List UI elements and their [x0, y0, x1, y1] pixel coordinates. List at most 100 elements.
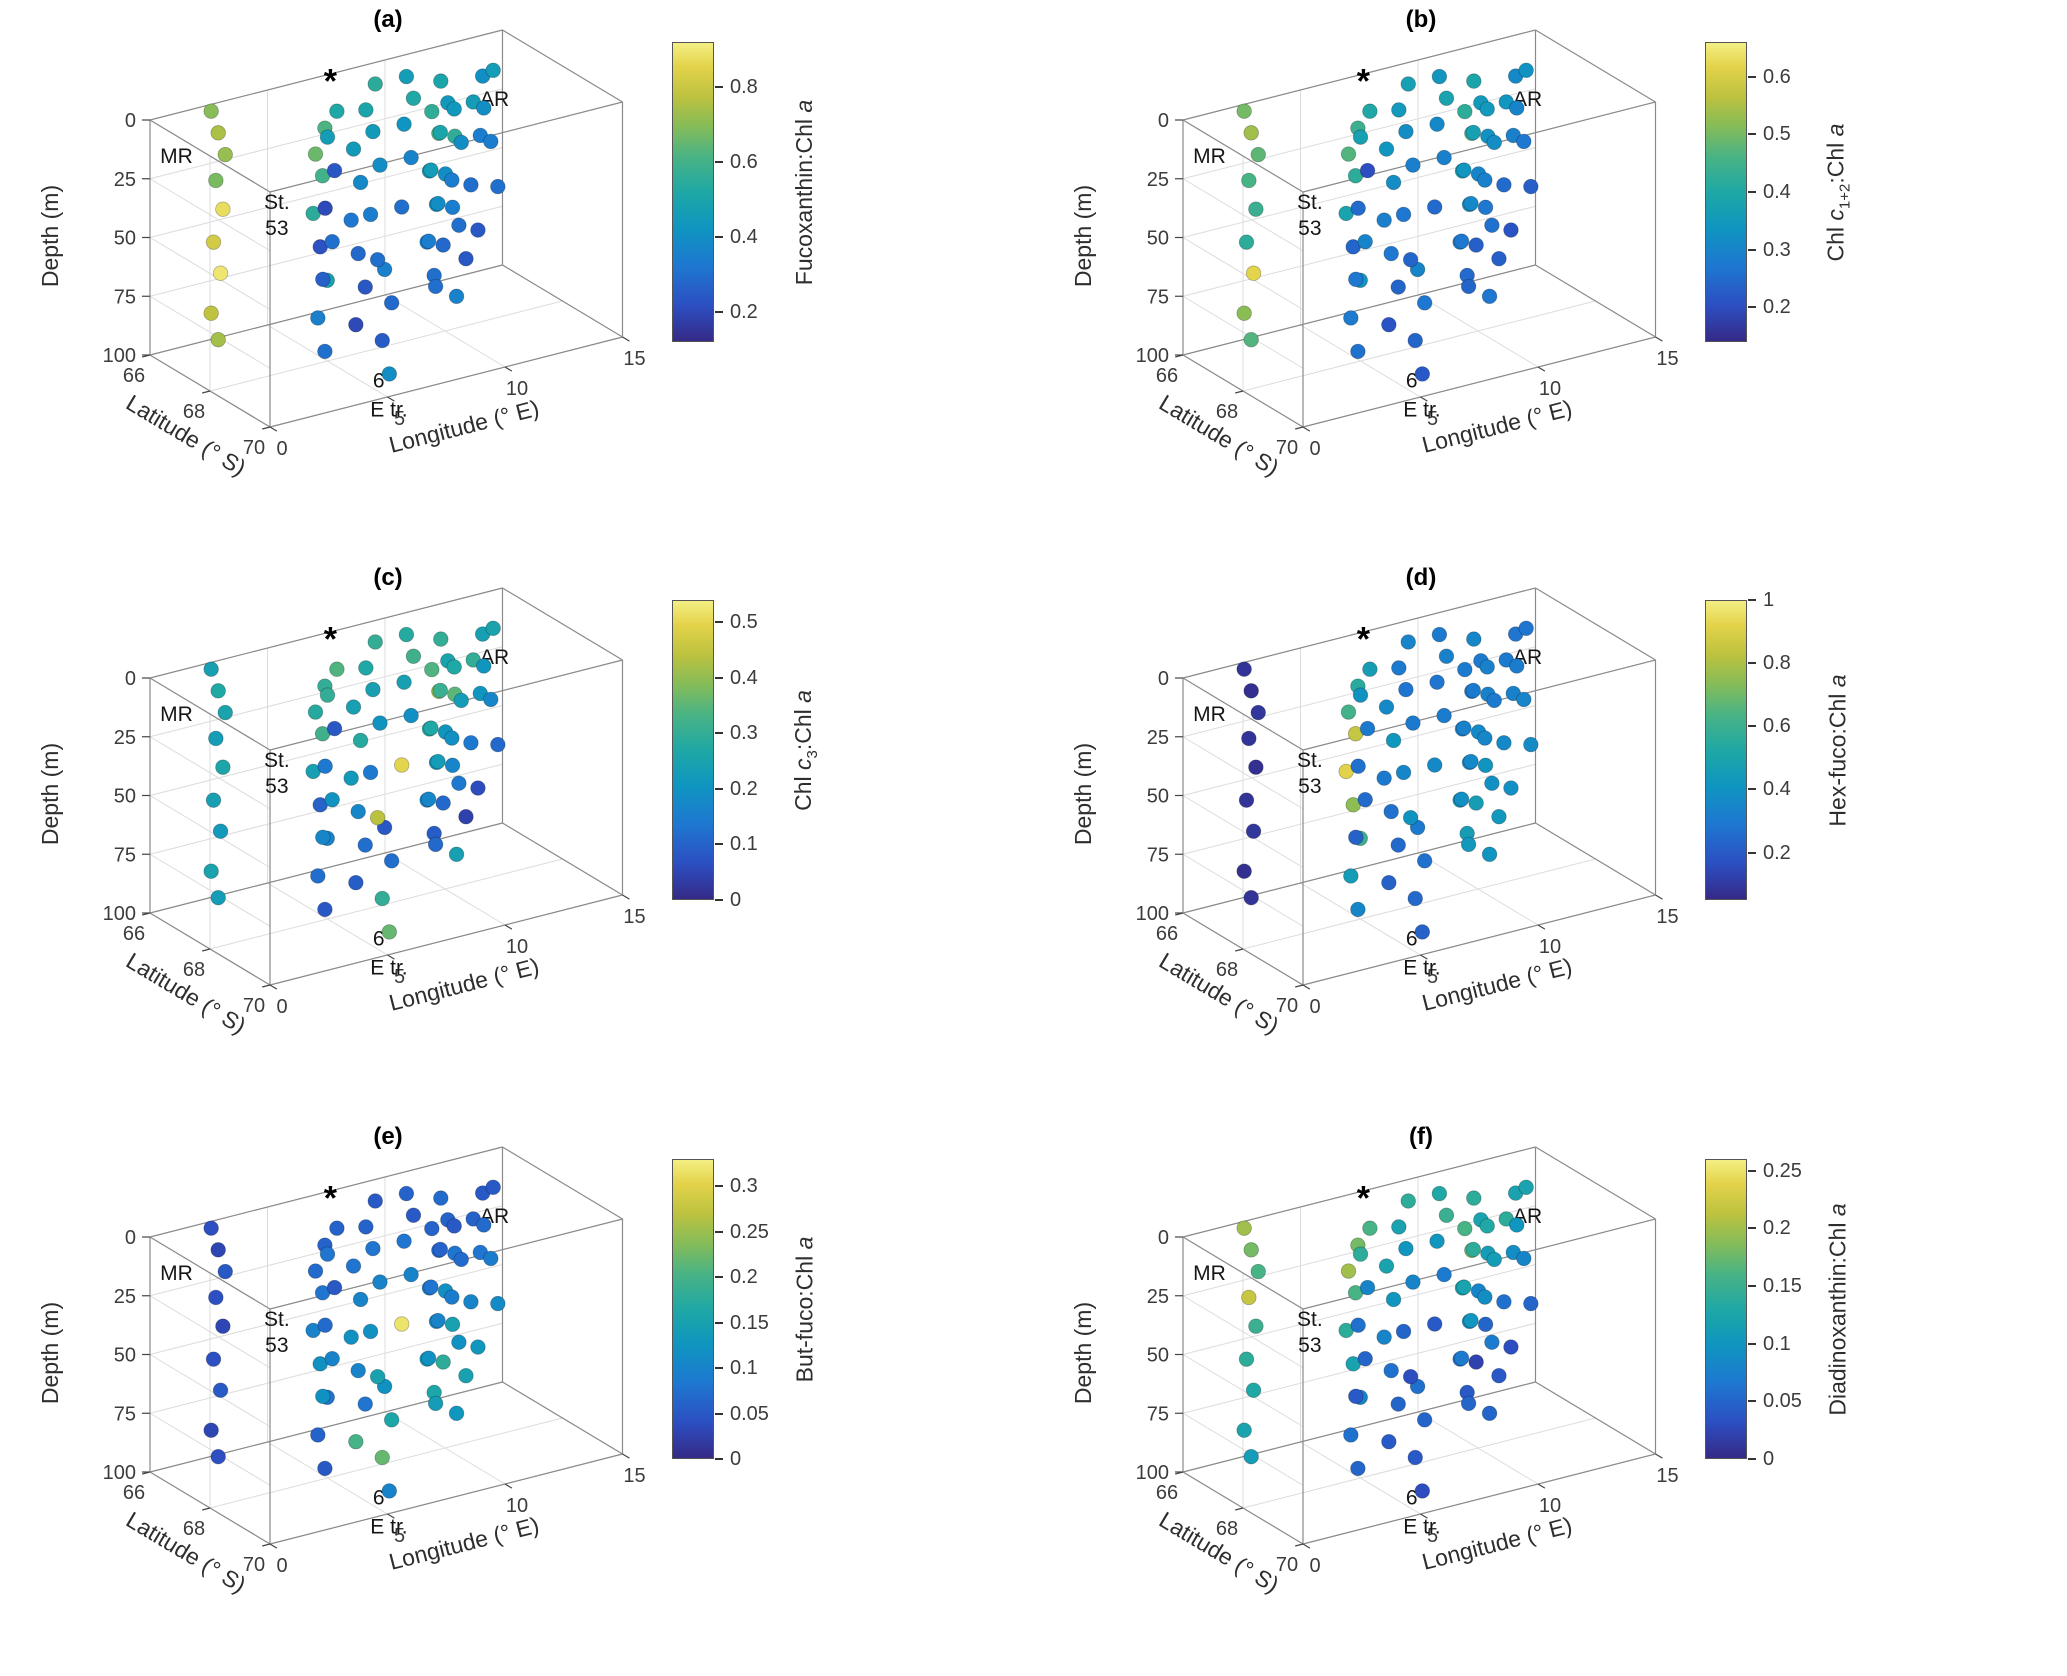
axis-edge — [149, 119, 271, 193]
colorbar-tick-mark — [715, 1321, 723, 1324]
tick-mark — [262, 984, 271, 988]
depth-tick-label: 0 — [1158, 1227, 1169, 1249]
axis-edge — [1535, 264, 1656, 338]
colorbar-tick-mark — [715, 1367, 723, 1370]
colorbar-tick-mark — [1748, 1284, 1756, 1287]
data-point — [352, 174, 369, 191]
data-point — [1362, 1220, 1378, 1236]
data-point — [1466, 631, 1482, 647]
panel-title: (b) — [1405, 6, 1437, 33]
data-point — [1398, 123, 1414, 140]
colorbar-tick-label: 0.5 — [1763, 123, 1791, 146]
data-point — [1468, 237, 1484, 253]
data-point — [1523, 736, 1539, 753]
data-point — [1362, 103, 1378, 119]
data-point — [458, 1367, 474, 1384]
data-point — [358, 660, 374, 676]
tick-mark — [269, 1543, 278, 1549]
data-point — [1248, 201, 1264, 217]
data-point — [430, 195, 446, 212]
data-point — [485, 62, 501, 79]
data-point — [1407, 332, 1423, 349]
data-point — [476, 658, 492, 674]
data-point — [1352, 1246, 1369, 1262]
data-point — [470, 780, 486, 796]
data-point — [343, 1329, 359, 1345]
data-point — [453, 134, 469, 151]
data-point — [319, 687, 336, 703]
data-point — [1518, 1179, 1534, 1196]
panel-title: (a) — [373, 6, 403, 33]
depth-tick-label: 100 — [103, 345, 136, 367]
colorbar-label-part: a — [789, 689, 816, 703]
lon-tick-label: 0 — [1309, 996, 1320, 1018]
data-point — [1405, 1274, 1421, 1290]
data-point — [396, 116, 412, 132]
tick-mark — [202, 390, 211, 394]
data-point — [1427, 757, 1443, 773]
colorbar-tick-label: 1 — [1763, 589, 1775, 611]
data-point — [345, 1258, 362, 1274]
grid-line — [1182, 1264, 1536, 1355]
data-point — [1250, 1263, 1266, 1280]
tick-mark — [269, 426, 278, 432]
panel-title: (c) — [373, 564, 403, 591]
data-point — [403, 1266, 419, 1283]
data-point — [423, 1279, 439, 1295]
data-point — [444, 1289, 460, 1305]
data-point — [458, 808, 474, 825]
data-point — [1456, 162, 1472, 178]
colorbar-b: 0.2 0.3 0.4 0.5 0.6 Chl c1+2:Chl a — [1683, 0, 2066, 558]
colorbar-label-part: Diadinoxanthin:Chl — [1824, 1215, 1851, 1416]
grid-line — [149, 1264, 503, 1355]
data-point — [1378, 141, 1395, 157]
data-point — [367, 76, 383, 92]
tick-mark — [1295, 1543, 1304, 1547]
data-point — [432, 1241, 449, 1258]
depth-tick-label: 0 — [125, 110, 136, 132]
data-point — [319, 1246, 336, 1262]
data-point — [485, 1179, 501, 1196]
lon-tick-label: 10 — [1539, 1495, 1561, 1517]
data-point — [381, 924, 398, 940]
data-point — [483, 1250, 499, 1267]
grid-line — [1182, 763, 1536, 855]
data-point — [210, 1448, 226, 1465]
tick-mark — [262, 426, 271, 430]
grid-line — [149, 205, 503, 297]
colorbar-tick-label: 0.8 — [1763, 652, 1791, 675]
data-point — [350, 1362, 366, 1379]
lat-tick-label: 68 — [1216, 1518, 1238, 1540]
grid-line — [267, 1441, 388, 1515]
data-point — [210, 1242, 226, 1258]
annotation-text: MR — [1193, 1262, 1226, 1285]
data-point — [1350, 343, 1366, 360]
data-point — [1402, 251, 1419, 268]
annotation-text: * — [1357, 621, 1371, 659]
axis-edge — [1182, 119, 1304, 193]
data-point — [1352, 129, 1369, 145]
colorbar-tick-label: 0.25 — [730, 1220, 769, 1243]
data-point — [1460, 1395, 1477, 1412]
data-point — [1340, 146, 1357, 162]
axis-label-depth: Depth (m) — [37, 185, 63, 287]
grid-line — [149, 736, 271, 810]
data-point — [1359, 1279, 1376, 1296]
tick-mark — [1175, 1471, 1184, 1475]
tick-mark — [1302, 426, 1311, 432]
data-point — [423, 162, 439, 178]
axis-edge — [502, 1146, 623, 1220]
axis-edge — [1535, 1146, 1656, 1220]
lon-tick-label: 5 — [394, 966, 405, 988]
tick-mark — [622, 894, 630, 900]
lon-tick-label: 15 — [1656, 1465, 1678, 1487]
annotation-text: * — [1357, 63, 1371, 101]
data-point — [444, 1316, 461, 1333]
tick-mark — [262, 1543, 271, 1547]
lon-tick-label: 0 — [276, 996, 287, 1018]
grid-line — [149, 795, 271, 868]
data-point — [1463, 753, 1479, 770]
data-point — [1376, 1329, 1392, 1345]
tick-mark — [1175, 912, 1184, 916]
